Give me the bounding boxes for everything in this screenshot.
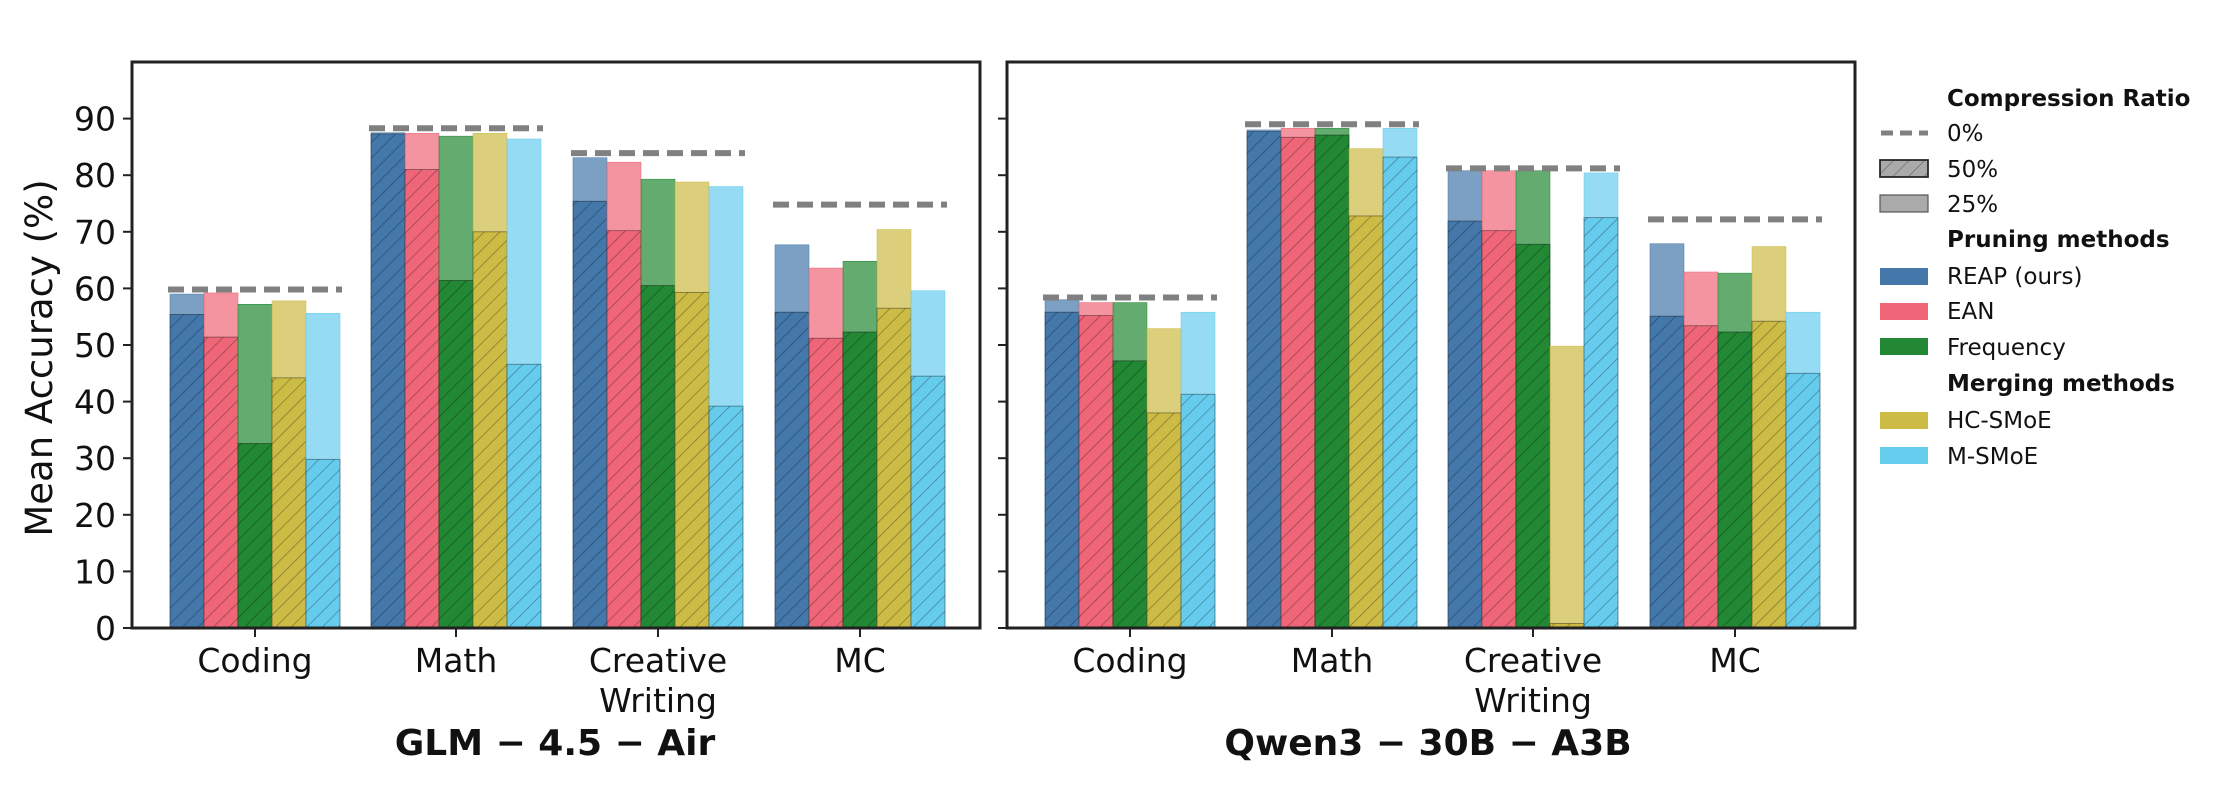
legend-reap-label: REAP (ours) <box>1947 264 2082 290</box>
bar-50pct-hatch <box>573 201 607 628</box>
category-label: MC <box>834 641 886 680</box>
y-tick-label: 70 <box>74 213 116 252</box>
legend-hatched-swatch-pattern <box>1879 159 1929 178</box>
category-label: Creative Writing <box>589 641 727 720</box>
legend-ean-swatch-icon <box>1880 303 1928 320</box>
bar-50pct-hatch <box>170 314 204 628</box>
bar-50pct-hatch <box>1752 321 1786 628</box>
legend-solid-swatch-icon <box>1879 194 1929 213</box>
bar-50pct-hatch <box>1650 316 1684 628</box>
panel-title: Qwen3 − 30B − A3B <box>1224 723 1631 764</box>
bar-50pct-hatch <box>1718 331 1752 628</box>
legend-m-smoe-swatch-icon <box>1880 447 1928 464</box>
bar-50pct-hatch <box>439 280 473 628</box>
legend: Compression Ratio 0% 50% 25% Pruning met… <box>1879 86 2190 470</box>
legend-frequency-label: Frequency <box>1947 335 2066 361</box>
y-tick-label: 20 <box>74 496 116 535</box>
bar-50pct-hatch <box>877 308 911 628</box>
category-label: Creative Writing <box>1464 641 1602 720</box>
bar-50pct-hatch <box>306 459 340 628</box>
legend-hc-smoe-label: HC-SMoE <box>1947 408 2052 434</box>
panel-glm-4-5-air: 0 10 20 30 40 50 60 70 80 90 Coding Math Creative Wr… <box>74 60 982 764</box>
bar-50pct-hatch <box>1247 131 1281 629</box>
bar-50pct-hatch <box>843 331 877 628</box>
legend-ratio-0-label: 0% <box>1947 121 1984 147</box>
y-tick-label: 80 <box>74 156 116 195</box>
bar-50pct-hatch <box>1045 312 1079 628</box>
category-label: MC <box>1709 641 1761 680</box>
bar-50pct-hatch <box>1584 217 1618 628</box>
y-axis-label: Mean Accuracy (%) <box>18 179 61 536</box>
bar-50pct-hatch <box>641 285 675 628</box>
bar-50pct-hatch <box>1786 373 1820 628</box>
bar-25pct <box>1549 345 1585 629</box>
legend-hc-smoe-swatch-icon <box>1880 412 1928 429</box>
bar-50pct-hatch <box>1550 623 1584 628</box>
bar-50pct-hatch <box>709 406 743 628</box>
bar-50pct-hatch <box>1181 394 1215 628</box>
bar-50pct-hatch <box>272 377 306 628</box>
bar-50pct-hatch <box>607 230 641 628</box>
legend-ratio-25-label: 25% <box>1947 192 1998 218</box>
category-label: Coding <box>1072 641 1187 680</box>
bar-50pct-hatch <box>1281 137 1315 628</box>
legend-reap-swatch-icon <box>1880 268 1928 285</box>
legend-ratio-50-label: 50% <box>1947 157 1998 183</box>
bar-50pct-hatch <box>775 312 809 628</box>
bar-50pct-hatch <box>1315 135 1349 628</box>
bar-50pct-hatch <box>1448 221 1482 628</box>
y-tick-label: 0 <box>95 609 116 648</box>
bar-50pct-hatch <box>1349 215 1383 628</box>
category-label: Math <box>1291 641 1374 680</box>
y-tick-label: 10 <box>74 552 116 591</box>
bar-50pct-hatch <box>405 169 439 629</box>
bar-50pct-hatch <box>1113 360 1147 628</box>
y-tick-label: 90 <box>74 100 116 139</box>
legend-frequency-swatch-icon <box>1880 338 1928 355</box>
bar-50pct-hatch <box>809 338 843 628</box>
legend-compression-title: Compression Ratio <box>1947 86 2190 112</box>
bar-50pct-hatch <box>1147 412 1181 628</box>
panel-title: GLM − 4.5 − Air <box>395 723 716 764</box>
bar-50pct-hatch <box>473 231 507 629</box>
category-label: Coding <box>197 641 312 680</box>
panel-qwen3-30b-a3b: Coding Math Creative Writing MC Qwen3 − 30B … <box>998 60 1857 764</box>
y-tick-label: 60 <box>74 269 116 308</box>
bar-50pct-hatch <box>1079 315 1113 628</box>
legend-pruning-title: Pruning methods <box>1947 227 2170 253</box>
bar-50pct-hatch <box>1383 157 1417 628</box>
bar-50pct-hatch <box>675 292 709 628</box>
bar-50pct-hatch <box>507 364 541 628</box>
bar-50pct-hatch <box>204 337 238 628</box>
bar-50pct-hatch <box>1516 244 1550 628</box>
bar-50pct-hatch <box>238 443 272 628</box>
bar-50pct-hatch <box>1684 325 1718 628</box>
bar-50pct-hatch <box>911 376 945 628</box>
category-label: Math <box>415 641 498 680</box>
legend-ean-label: EAN <box>1947 299 1994 325</box>
bar-50pct-hatch <box>371 133 405 628</box>
legend-merging-title: Merging methods <box>1947 371 2175 397</box>
y-tick-label: 40 <box>74 383 116 422</box>
y-tick-label: 50 <box>74 326 116 365</box>
legend-m-smoe-label: M-SMoE <box>1947 444 2038 470</box>
bar-50pct-hatch <box>1482 230 1516 628</box>
y-tick-label: 30 <box>74 439 116 478</box>
